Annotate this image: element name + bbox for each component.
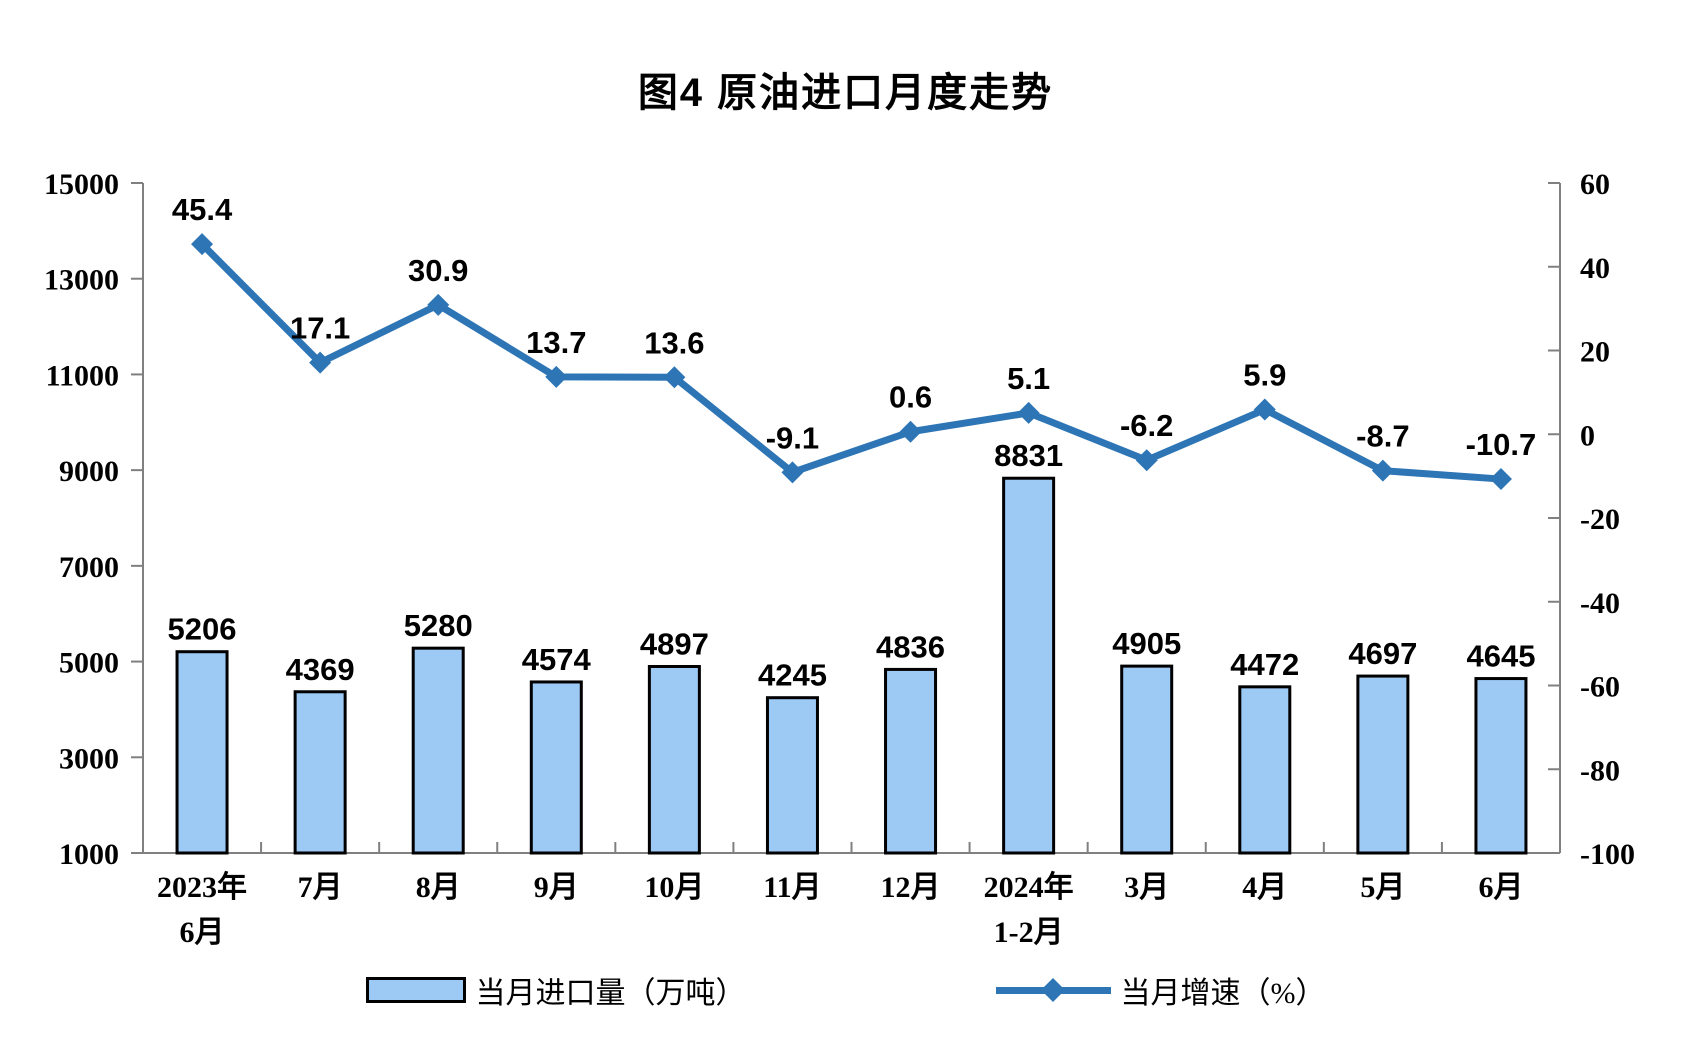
bar-value-label: 8831 (994, 438, 1063, 473)
bar-value-label: 4897 (640, 627, 709, 662)
line-value-label: -10.7 (1466, 427, 1537, 462)
diamond-marker-icon (1040, 977, 1066, 1003)
bar-value-label: 4697 (1348, 636, 1417, 671)
line-value-label: 0.6 (889, 380, 932, 415)
legend: 当月进口量（万吨） 当月增速（%） (0, 968, 1691, 1012)
line-value-label: -9.1 (766, 420, 819, 455)
bar-value-label: 4369 (286, 652, 355, 687)
line-marker-1 (309, 351, 332, 374)
line-value-label: -8.7 (1356, 419, 1409, 454)
x-axis-category-label: 6月 (1478, 871, 1523, 904)
left-axis-tick-label: 13000 (44, 264, 119, 297)
legend-label-import-volume: 当月进口量（万吨） (475, 977, 746, 1010)
line-marker-7 (1017, 401, 1040, 424)
x-axis-category-label: 2024年 1-2月 (984, 871, 1074, 949)
bar-8 (1120, 664, 1174, 855)
left-axis-tick-label: 11000 (46, 359, 119, 392)
line-value-label: 5.9 (1243, 358, 1286, 393)
line-marker-4 (663, 366, 686, 389)
bar-2 (411, 646, 465, 855)
x-axis-category-label: 7月 (298, 871, 343, 904)
left-axis-tick-label: 1000 (59, 838, 119, 871)
right-axis-tick-label: 60 (1580, 168, 1610, 201)
line-value-label: 5.1 (1007, 361, 1050, 396)
chart-title: 图4 原油进口月度走势 (637, 71, 1054, 115)
bar-9 (1238, 685, 1292, 855)
line-series-swatch-icon (995, 977, 1111, 1003)
right-axis-tick-label: 40 (1580, 252, 1610, 285)
bar-0 (175, 650, 229, 855)
line-marker-5 (781, 461, 804, 484)
bar-value-label: 4905 (1112, 626, 1181, 661)
legend-label-growth-rate: 当月增速（%） (1120, 977, 1326, 1010)
line-value-label: 45.4 (172, 192, 233, 227)
line-marker-3 (545, 365, 568, 388)
growth-line (198, 240, 1505, 483)
line-marker-10 (1371, 459, 1394, 482)
x-axis-category-label: 9月 (534, 871, 579, 904)
x-axis-category-label: 11月 (763, 871, 821, 904)
bar-value-label: 4245 (758, 658, 827, 693)
legend-item-growth-rate: 当月增速（%） (995, 968, 1326, 1012)
right-axis-tick-label: -80 (1580, 754, 1620, 787)
bar-5 (765, 696, 819, 855)
right-axis-tick-label: -100 (1580, 838, 1635, 871)
bar-11 (1474, 677, 1528, 855)
line-value-label: 17.1 (290, 311, 350, 346)
x-axis-category-label: 4月 (1242, 871, 1287, 904)
right-axis-tick-label: -60 (1580, 671, 1620, 704)
line-marker-6 (899, 420, 922, 443)
left-axis-tick-label: 5000 (59, 647, 119, 680)
bar-value-label: 5206 (168, 612, 237, 647)
line-value-label: 13.7 (526, 325, 586, 360)
bar-value-label: 5280 (404, 608, 473, 643)
x-axis-category-label: 10月 (644, 871, 704, 904)
line-marker-11 (1489, 468, 1512, 491)
left-axis-tick-label: 3000 (59, 742, 119, 775)
right-axis-tick-label: 0 (1580, 419, 1595, 452)
line-value-label: -6.2 (1120, 408, 1173, 443)
bar-10 (1356, 674, 1410, 855)
line-marker-0 (191, 233, 214, 256)
left-axis-tick-label: 15000 (44, 168, 119, 201)
bar-value-label: 4645 (1466, 639, 1535, 674)
bar-value-label: 4836 (876, 629, 945, 664)
bar-6 (884, 667, 938, 855)
bar-value-label: 4472 (1230, 647, 1299, 682)
left-axis-tick-label: 9000 (59, 455, 119, 488)
line-marker-9 (1253, 398, 1276, 421)
bar-value-label: 4574 (522, 642, 592, 677)
line-marker-2 (427, 293, 450, 316)
line-value-label: 13.6 (644, 325, 704, 360)
x-axis-category-label: 5月 (1360, 871, 1405, 904)
x-axis-category-label: 3月 (1124, 871, 1169, 904)
bar-7 (1002, 476, 1056, 855)
bar-3 (529, 680, 583, 855)
line-value-label: 30.9 (408, 253, 468, 288)
bar-series-swatch-icon (365, 977, 466, 1003)
bar-4 (647, 665, 701, 855)
right-axis-tick-label: -40 (1580, 587, 1620, 620)
line-marker-8 (1135, 449, 1158, 472)
right-axis-tick-label: 20 (1580, 336, 1610, 369)
bar-1 (293, 690, 347, 855)
right-axis-tick-label: -20 (1580, 503, 1620, 536)
left-axis-tick-label: 7000 (59, 551, 119, 584)
x-axis-category-label: 2023年 6月 (157, 871, 247, 949)
x-axis-category-label: 8月 (416, 871, 461, 904)
x-axis-category-label: 12月 (881, 871, 941, 904)
legend-item-import-volume: 当月进口量（万吨） (365, 968, 746, 1012)
